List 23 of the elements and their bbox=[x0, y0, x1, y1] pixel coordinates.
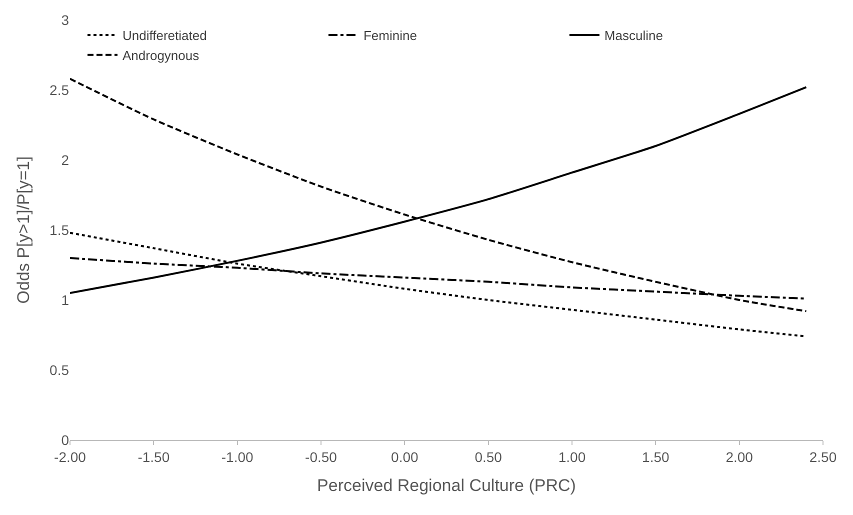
y-tick-label: 0.5 bbox=[50, 362, 70, 378]
x-tick-label: 0.00 bbox=[391, 448, 419, 465]
x-tick-label: -1.50 bbox=[138, 448, 170, 465]
y-tick-label: 2.5 bbox=[50, 82, 70, 98]
y-axis-title: Odds P[y>1]/P[y=1] bbox=[14, 156, 34, 304]
x-tick-label: 1.50 bbox=[642, 448, 670, 465]
x-tick-label: -2.00 bbox=[54, 448, 86, 465]
y-tick-label: 0 bbox=[61, 432, 70, 448]
y-tick-label: 1.5 bbox=[50, 222, 70, 238]
y-tick-label: 1 bbox=[61, 292, 70, 308]
x-tick-label: 2.50 bbox=[809, 448, 837, 465]
legend-label: Androgynous bbox=[122, 48, 200, 63]
x-tick-label: 0.50 bbox=[474, 448, 502, 465]
x-tick-label: 1.00 bbox=[558, 448, 586, 465]
legend-label: Feminine bbox=[363, 28, 417, 44]
legend-label: Undifferetiated bbox=[122, 28, 207, 44]
legend-label: Masculine bbox=[604, 28, 663, 44]
x-tick-label: -0.50 bbox=[305, 448, 338, 465]
y-tick-label: 2 bbox=[61, 152, 70, 168]
x-axis-title: Perceived Regional Culture (PRC) bbox=[317, 476, 576, 496]
y-tick-label: 3 bbox=[61, 12, 70, 28]
x-tick-label: 2.00 bbox=[726, 448, 754, 465]
x-tick-label: -1.00 bbox=[221, 448, 254, 465]
